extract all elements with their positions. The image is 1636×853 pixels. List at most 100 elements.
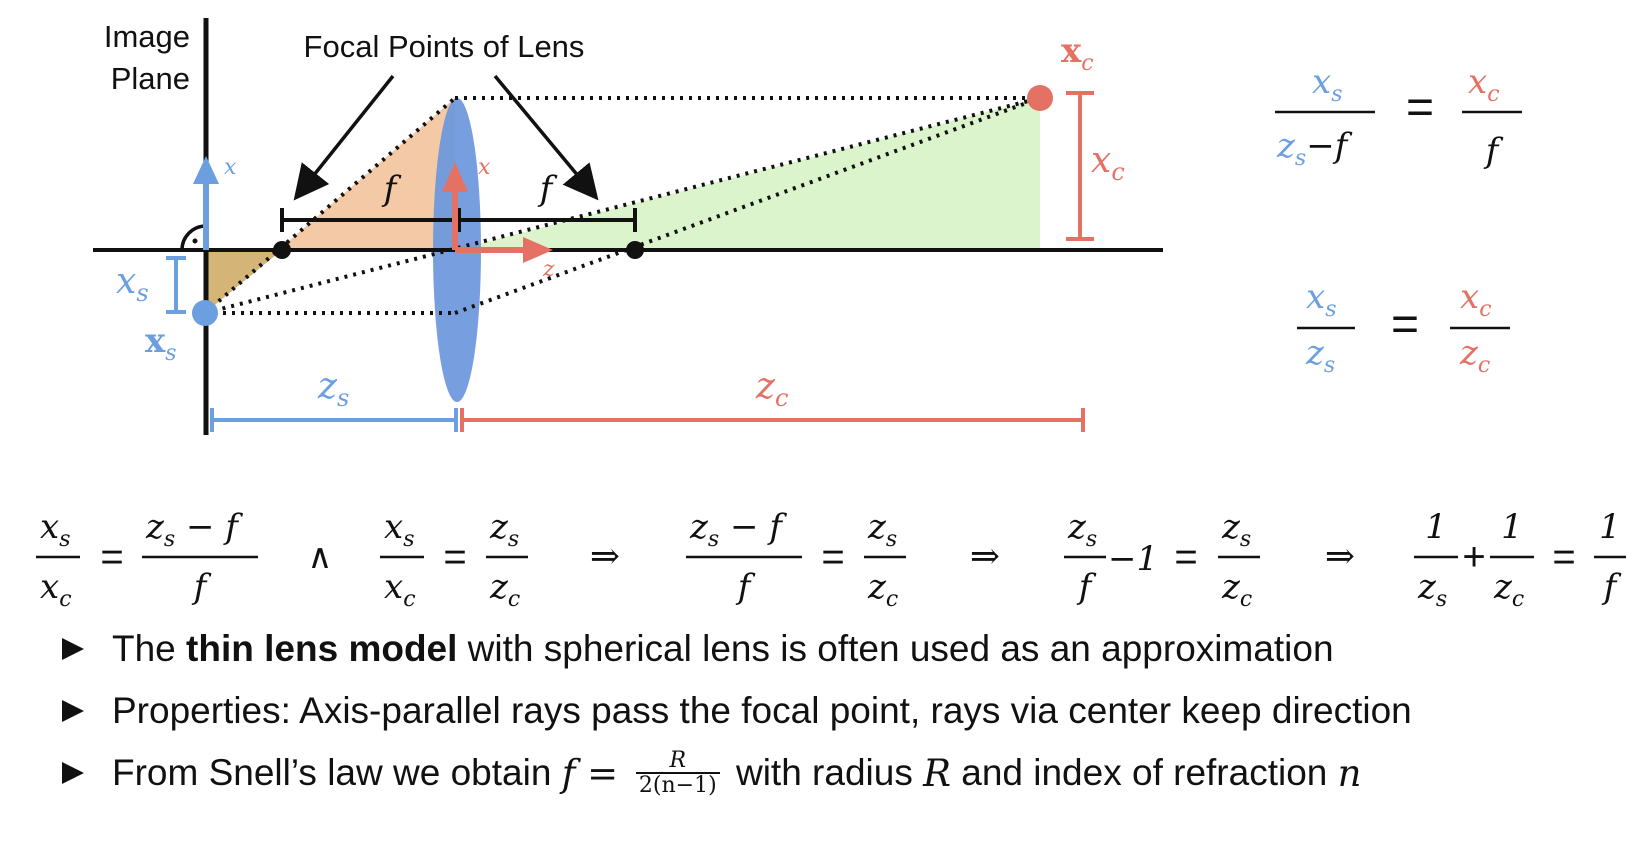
bullet-1-pre: The: [112, 628, 187, 669]
svg-text:zc: zc: [1221, 567, 1252, 612]
svg-text:xc: xc: [40, 567, 72, 612]
bullet-marker-icon: [62, 762, 84, 784]
derivation-eq-1: xs xc = zs − f f: [36, 507, 258, 612]
derivation-eq-5: 1 zs + 1 zc = 1 f: [1414, 507, 1626, 612]
object-point-xc: [1027, 85, 1053, 111]
svg-text:=: =: [821, 535, 844, 579]
svg-text:−1: −1: [1108, 539, 1158, 579]
bullet-marker-icon: [62, 700, 84, 722]
bullet-marker-icon: [62, 638, 84, 660]
derivation-row: xs xc = zs − f f ∧ xs xc = zs zc ⇒ zs − …: [36, 507, 1626, 612]
focal-pointer-right: [493, 74, 599, 201]
svg-text:zs−f: zs−f: [1276, 126, 1353, 171]
peach-equation: xs zs = xc zc: [1297, 277, 1510, 378]
svg-text:xs: xs: [384, 507, 414, 552]
svg-text:zs − f: zs − f: [689, 507, 787, 552]
svg-text:f: f: [191, 567, 212, 607]
green-ray-region: [205, 98, 1040, 313]
svg-text:xc: xc: [1460, 277, 1492, 322]
svg-text:=: =: [100, 535, 123, 579]
lens-x-arrowhead: [442, 162, 468, 192]
svg-text:1: 1: [1425, 507, 1447, 547]
image-point-xs: [192, 300, 218, 326]
image-plane-label-1: Image: [104, 19, 190, 54]
bullet-3-mid2: and index of refraction: [950, 752, 1338, 793]
xs-dimension-label: xs: [116, 261, 149, 307]
svg-text:1: 1: [1599, 507, 1621, 547]
right-angle-dot: [192, 238, 198, 244]
zs-dimension-label: zs: [317, 366, 349, 412]
svg-text:zc: zc: [489, 567, 520, 612]
focal-point-left: [273, 241, 291, 259]
bullet-1-post: with spherical lens is often used as an …: [457, 628, 1334, 669]
svg-text:zs: zs: [1305, 333, 1335, 378]
bullet-list: The thin lens model with spherical lens …: [62, 618, 1412, 804]
image-x-axis-label: x: [224, 155, 237, 180]
xs-dimension: [166, 256, 186, 314]
implies-1: ⇒: [590, 536, 620, 577]
green-equation: xs zs−f = xc f: [1275, 62, 1522, 171]
lens-x-axis-label: x: [478, 155, 491, 180]
lens-z-axis-label: z: [542, 257, 555, 282]
bullet-3-eq: =: [575, 751, 630, 795]
zc-dimension: [460, 408, 1085, 432]
svg-text:zs: zs: [1417, 567, 1447, 612]
xs-point-label: xs: [145, 321, 177, 366]
bullet-3-R: R: [923, 751, 951, 795]
svg-text:zc: zc: [867, 567, 898, 612]
bullet-3-f: f: [561, 751, 576, 795]
image-plane-label-2: Plane: [111, 61, 190, 96]
focal-point-right: [626, 241, 644, 259]
svg-text:+: +: [1462, 535, 1485, 579]
implies-2: ⇒: [970, 536, 1000, 577]
svg-text:xc: xc: [384, 567, 416, 612]
svg-text:=: =: [443, 535, 466, 579]
bullet-1-bold: thin lens model: [186, 628, 458, 669]
svg-text:zs: zs: [1067, 507, 1097, 552]
image-x-arrowhead: [193, 156, 219, 184]
bullet-3-fraction: R 2(n−1): [635, 747, 720, 797]
f-label-right: f: [537, 169, 558, 209]
svg-text:zs: zs: [867, 507, 897, 552]
bullet-3-frac-num: R: [669, 747, 687, 773]
xc-point-label: xc: [1061, 31, 1094, 76]
svg-text:zs: zs: [1221, 507, 1251, 552]
svg-text:=: =: [1174, 535, 1197, 579]
svg-text:xc: xc: [1468, 62, 1500, 107]
brown-triangle: [205, 250, 282, 313]
bullet-3: From Snell’s law we obtain f = R 2(n−1) …: [62, 742, 1412, 804]
svg-text:f: f: [1601, 567, 1622, 607]
bullet-1: The thin lens model with spherical lens …: [62, 618, 1412, 680]
svg-text:=: =: [1552, 535, 1575, 579]
svg-text:zc: zc: [1459, 333, 1490, 378]
focal-length-bars: [280, 208, 637, 232]
svg-text:f: f: [1483, 131, 1504, 171]
bullet-2: Properties: Axis-parallel rays pass the …: [62, 680, 1412, 742]
svg-text:xs: xs: [1312, 62, 1342, 107]
focal-points-label: Focal Points of Lens: [304, 29, 585, 64]
derivation-eq-3: zs − f f = zs zc: [686, 507, 906, 612]
svg-text:xs: xs: [40, 507, 70, 552]
svg-text:=: =: [1406, 81, 1434, 134]
svg-text:1: 1: [1501, 507, 1523, 547]
implies-3: ⇒: [1325, 536, 1355, 577]
svg-text:zs: zs: [489, 507, 519, 552]
svg-text:f: f: [735, 567, 756, 607]
bullet-3-n: n: [1337, 751, 1362, 795]
derivation-eq-2: xs xc = zs zc: [380, 507, 528, 612]
light-rays: [203, 96, 1041, 315]
focal-pointer-left: [293, 74, 395, 201]
svg-text:zc: zc: [1493, 567, 1524, 612]
svg-text:f: f: [1076, 567, 1097, 607]
bullet-3-pre: From Snell’s law we obtain: [112, 752, 562, 793]
svg-text:zs − f: zs − f: [145, 507, 243, 552]
bullet-3-frac-den: 2(n−1): [635, 772, 720, 797]
derivation-eq-4: zs f −1 = zs zc: [1064, 507, 1260, 612]
zs-dimension: [210, 408, 458, 432]
and-symbol: ∧: [308, 537, 333, 577]
svg-text:xs: xs: [1306, 277, 1336, 322]
right-angle-marker: [180, 224, 207, 251]
svg-text:=: =: [1391, 298, 1419, 351]
bullet-3-mid: with radius: [725, 752, 924, 793]
